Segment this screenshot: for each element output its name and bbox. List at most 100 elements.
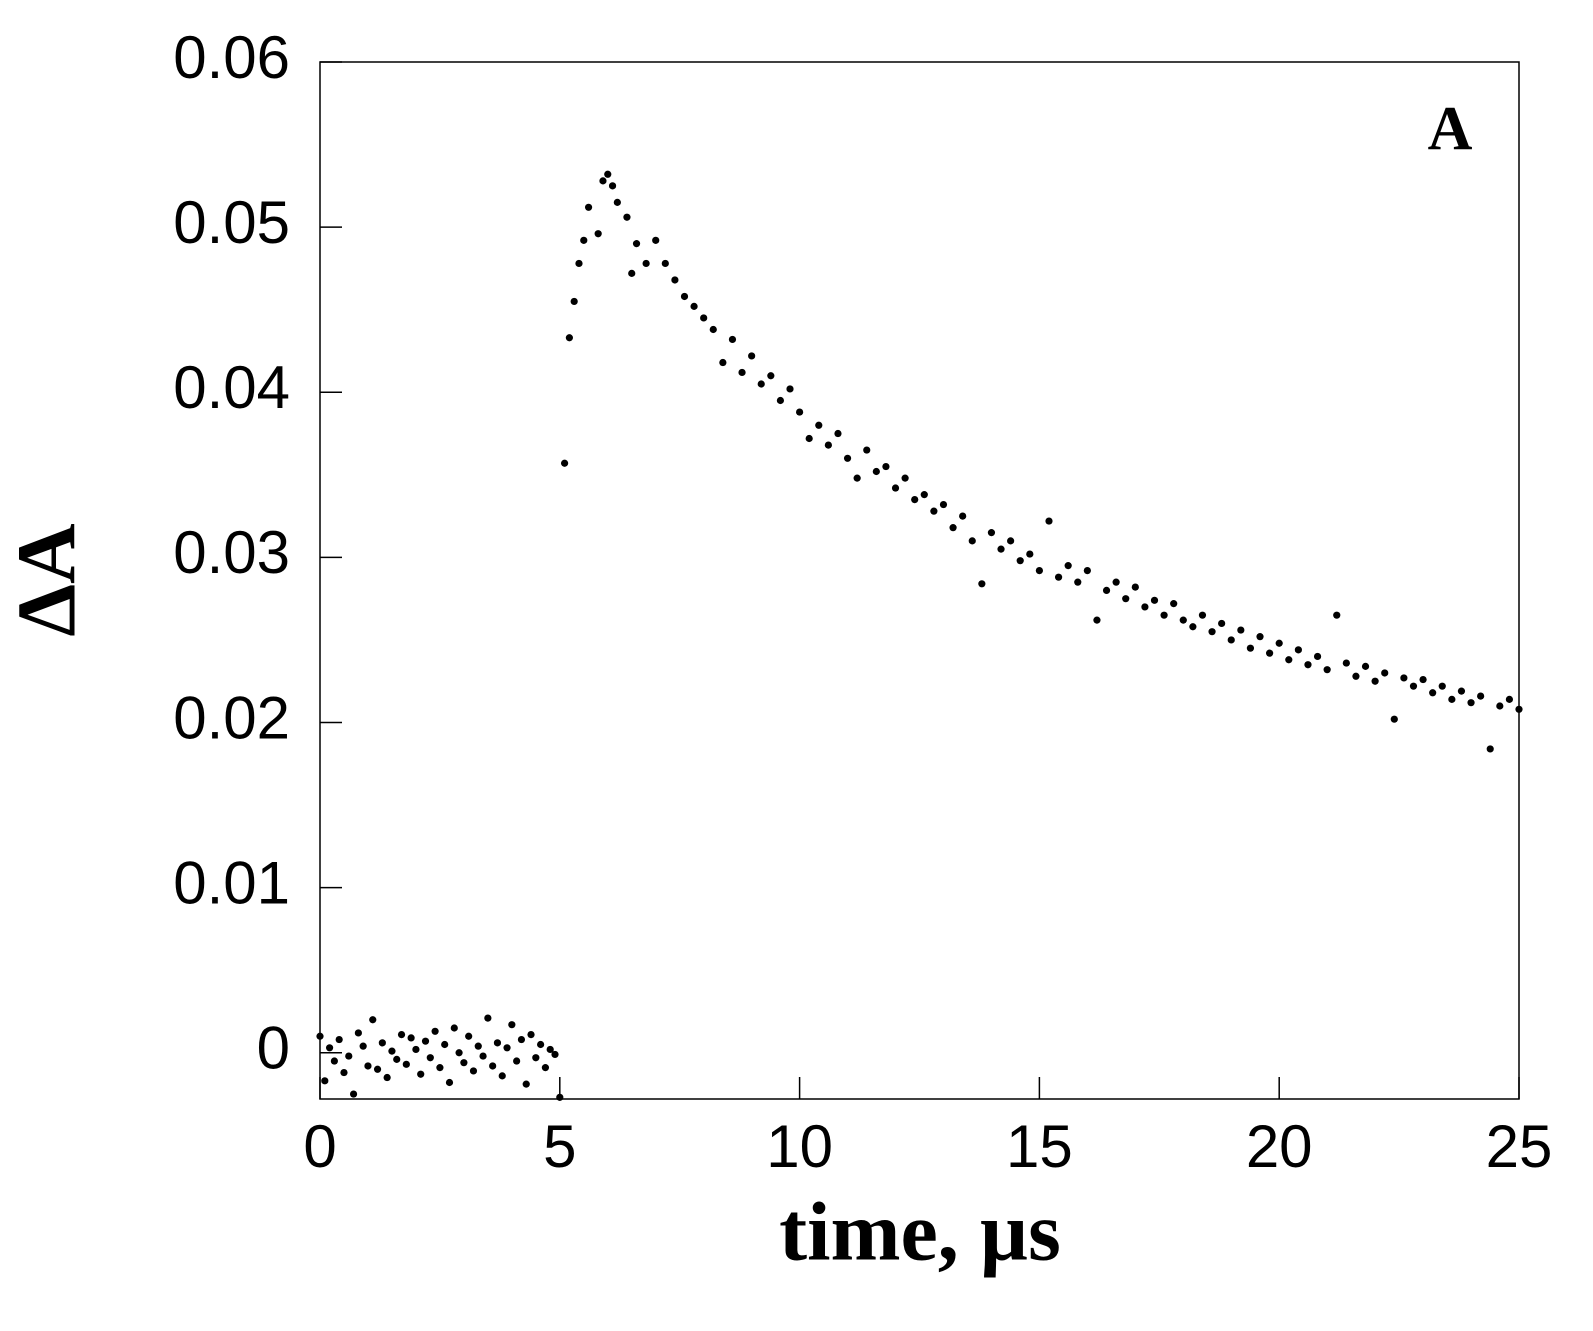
data-point xyxy=(930,507,938,515)
data-point xyxy=(1448,695,1456,703)
data-point xyxy=(570,297,578,306)
data-point xyxy=(1419,675,1427,684)
data-point xyxy=(1467,699,1475,707)
panel-label: A xyxy=(1428,95,1473,163)
data-point xyxy=(1496,702,1504,710)
data-point xyxy=(680,292,689,301)
data-point xyxy=(949,524,957,532)
data-point xyxy=(325,1044,334,1052)
data-point xyxy=(441,1040,449,1049)
data-point xyxy=(1515,705,1523,713)
data-point xyxy=(1218,619,1226,628)
data-point xyxy=(1294,646,1302,654)
data-point xyxy=(388,1047,396,1055)
data-point xyxy=(863,446,871,454)
data-point xyxy=(580,236,588,244)
data-point xyxy=(393,1055,401,1063)
data-point xyxy=(560,459,569,467)
data-point xyxy=(632,240,641,248)
data-point xyxy=(455,1049,463,1057)
data-point xyxy=(1064,562,1072,570)
data-point xyxy=(1313,652,1322,661)
plot-frame xyxy=(319,61,1520,1100)
data-point xyxy=(493,1039,502,1047)
data-point xyxy=(565,334,573,342)
data-point xyxy=(1074,578,1082,586)
data-point xyxy=(599,177,607,185)
data-point xyxy=(460,1059,468,1067)
data-point xyxy=(474,1042,482,1050)
data-point xyxy=(1122,595,1130,603)
data-point xyxy=(369,1016,377,1024)
data-point xyxy=(1150,596,1159,604)
y-tick-label: 0.06 xyxy=(173,24,290,91)
data-point xyxy=(700,314,708,322)
data-point xyxy=(465,1032,473,1040)
data-point xyxy=(1102,586,1111,595)
data-point xyxy=(843,454,852,462)
data-point xyxy=(426,1054,434,1062)
data-point xyxy=(1371,677,1379,685)
x-tick-label: 20 xyxy=(1246,1113,1313,1180)
data-point xyxy=(1409,682,1418,690)
data-point xyxy=(1246,644,1255,652)
data-point xyxy=(1266,649,1274,657)
y-tick-label: 0 xyxy=(257,1015,290,1082)
data-point xyxy=(671,276,679,284)
data-point xyxy=(628,269,636,277)
data-point xyxy=(445,1078,454,1087)
data-point xyxy=(920,491,928,499)
data-point xyxy=(796,408,804,416)
data-point xyxy=(642,259,650,268)
data-point xyxy=(805,434,813,443)
data-point xyxy=(1083,566,1091,575)
data-point xyxy=(584,203,593,211)
x-tick-label: 10 xyxy=(766,1113,833,1180)
data-point xyxy=(1342,659,1350,667)
data-point xyxy=(373,1065,382,1073)
data-point xyxy=(541,1064,550,1072)
data-point xyxy=(421,1037,430,1045)
data-point xyxy=(757,380,765,388)
data-point xyxy=(968,537,976,545)
data-point xyxy=(1160,611,1168,619)
data-point xyxy=(901,474,909,482)
x-tick-label: 25 xyxy=(1486,1113,1553,1180)
data-point xyxy=(1179,616,1187,624)
data-point xyxy=(1361,662,1370,670)
data-point xyxy=(882,462,890,471)
data-point xyxy=(546,1045,554,1054)
x-axis-label: time, µs xyxy=(779,1185,1061,1278)
data-point xyxy=(939,500,948,509)
data-point xyxy=(330,1057,338,1065)
data-point xyxy=(1093,616,1101,624)
data-point xyxy=(1016,557,1024,565)
data-point xyxy=(1275,639,1283,647)
data-point xyxy=(1054,573,1063,581)
data-point xyxy=(1505,695,1514,703)
data-point xyxy=(1285,656,1293,664)
x-tick-label: 5 xyxy=(543,1113,576,1180)
data-point xyxy=(469,1067,478,1075)
data-point xyxy=(1208,628,1216,636)
data-point xyxy=(489,1062,497,1070)
data-point xyxy=(527,1031,535,1039)
data-point xyxy=(709,325,717,334)
data-point xyxy=(1429,689,1437,697)
data-point xyxy=(1390,715,1398,723)
data-point xyxy=(719,358,727,367)
y-tick-label: 0.05 xyxy=(173,189,290,256)
data-point xyxy=(891,484,900,492)
data-point xyxy=(594,230,602,238)
data-point xyxy=(997,545,1005,553)
data-point xyxy=(824,441,832,449)
y-tick-label: 0.03 xyxy=(173,519,290,586)
data-point xyxy=(575,259,583,268)
data-point xyxy=(987,529,996,537)
y-axis-label: ΔA xyxy=(0,523,93,637)
data-point xyxy=(1237,626,1245,634)
data-point xyxy=(364,1062,372,1070)
data-point xyxy=(431,1027,439,1035)
data-point xyxy=(479,1052,487,1060)
